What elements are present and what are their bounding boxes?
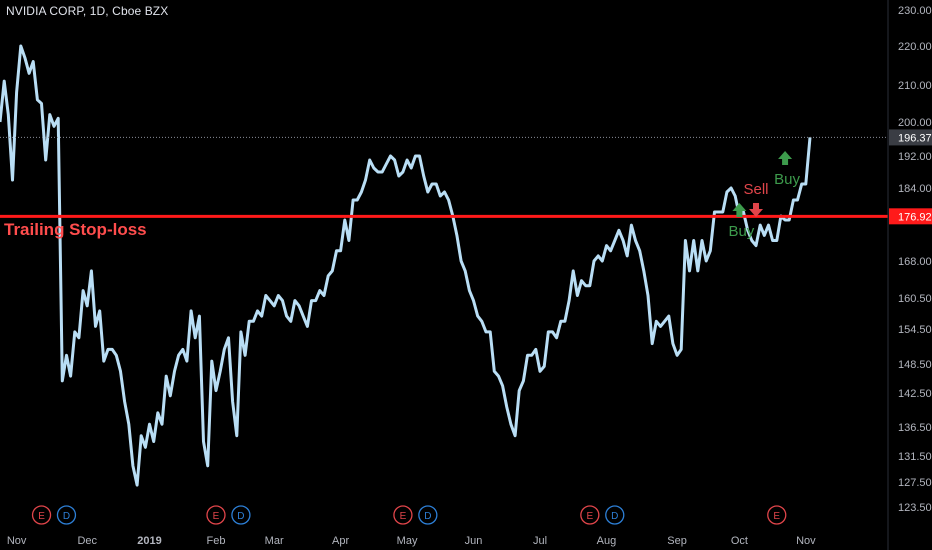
x-tick-label: Nov — [796, 535, 816, 547]
earnings-event-label: E — [587, 511, 594, 522]
dividend-event-label: D — [237, 511, 244, 522]
y-tick-label: 154.50 — [898, 324, 932, 336]
buy-label: Buy — [728, 223, 754, 240]
x-tick-label: Dec — [77, 535, 97, 547]
earnings-event-marker[interactable] — [206, 505, 226, 525]
y-tick-label: 136.50 — [898, 422, 932, 434]
y-tick-label: 123.50 — [898, 502, 932, 514]
y-tick-label: 184.00 — [898, 183, 932, 195]
x-tick-label: 2019 — [137, 535, 161, 547]
last-price-badge — [889, 129, 932, 146]
y-tick-label: 200.00 — [898, 117, 932, 129]
earnings-event-marker[interactable] — [767, 505, 787, 525]
earnings-event-label: E — [400, 511, 407, 522]
signal-markers: Buy Sell Buy — [728, 151, 800, 240]
x-tick-label: Nov — [7, 535, 27, 547]
y-tick-label: 168.00 — [898, 256, 932, 268]
x-tick-label: Oct — [731, 535, 748, 547]
dividend-event-label: D — [63, 511, 70, 522]
earnings-event-marker[interactable] — [31, 505, 52, 525]
dividend-event-marker[interactable] — [605, 505, 625, 525]
x-tick-label: Mar — [265, 535, 284, 547]
chart-title: NVIDIA CORP, 1D, Cboe BZX — [6, 4, 169, 18]
x-tick-label: Aug — [597, 535, 617, 547]
y-tick-label: 160.50 — [898, 293, 932, 305]
sell-label: Sell — [743, 181, 768, 198]
earnings-event-label: E — [213, 511, 220, 522]
earnings-event-label: E — [773, 511, 780, 522]
x-axis: Nov Dec 2019 Feb Mar Apr May Jun Jul Aug Sep Oct Nov — [7, 535, 816, 547]
price-series — [0, 44, 888, 487]
y-axis: 230.00 220.00 210.00 200.00 192.00 184.00 176.… — [887, 0, 932, 550]
earnings-event-marker[interactable] — [393, 505, 413, 525]
dividend-event-marker[interactable] — [56, 505, 77, 525]
stop-loss-label: Trailing Stop-loss — [4, 220, 147, 239]
buy-label: Buy — [774, 171, 800, 188]
y-tick-label: 192.00 — [898, 151, 932, 163]
sell-arrow — [749, 203, 763, 217]
y-tick-label: 131.50 — [898, 451, 932, 463]
y-tick-label: 142.50 — [898, 388, 932, 400]
x-tick-label: Apr — [332, 535, 349, 547]
last-price-badge-text: 196.37 — [898, 132, 932, 144]
earnings-event-marker[interactable] — [580, 505, 600, 525]
y-tick-label: 148.50 — [898, 359, 932, 371]
price-line — [0, 44, 812, 487]
x-tick-label: Jun — [465, 535, 483, 547]
y-tick-label: 230.00 — [898, 5, 932, 17]
y-tick-label: 210.00 — [898, 80, 932, 92]
stop-price-badge-text: 176.92 — [898, 211, 932, 223]
dividend-event-marker[interactable] — [418, 505, 438, 525]
buy-arrow — [732, 203, 747, 217]
x-tick-label: Sep — [667, 535, 687, 547]
dividend-event-label: D — [611, 511, 618, 522]
dividend-event-marker[interactable] — [231, 505, 251, 525]
x-tick-label: Feb — [207, 535, 226, 547]
y-tick-label: 220.00 — [898, 41, 932, 53]
x-tick-label: May — [397, 535, 418, 547]
earnings-event-label: E — [38, 511, 45, 522]
stop-price-badge — [889, 208, 932, 225]
y-tick-label: 127.50 — [898, 477, 932, 489]
x-tick-label: Jul — [533, 535, 547, 547]
buy-arrow — [778, 151, 793, 165]
dividend-event-label: D — [424, 511, 431, 522]
